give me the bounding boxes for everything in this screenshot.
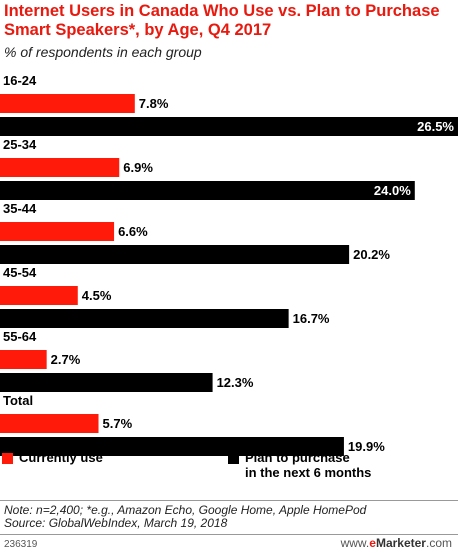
value-label-current-55-64: 2.7% bbox=[51, 352, 81, 367]
bar-plan-25-34 bbox=[0, 181, 415, 200]
value-label-plan-16-24: 26.5% bbox=[417, 119, 454, 134]
brand-com: .com bbox=[425, 536, 452, 550]
bar-plan-total bbox=[0, 437, 344, 456]
chart-title: Internet Users in Canada Who Use vs. Pla… bbox=[4, 2, 440, 39]
value-label-current-25-34: 6.9% bbox=[123, 160, 153, 175]
value-label-current-35-44: 6.6% bbox=[118, 224, 148, 239]
bar-plan-16-24 bbox=[0, 117, 458, 136]
value-label-current-16-24: 7.8% bbox=[139, 96, 169, 111]
legend-swatch-plan bbox=[228, 453, 239, 464]
legend-item-plan: Plan to purchase in the next 6 months bbox=[228, 450, 371, 480]
bar-plan-45-54 bbox=[0, 309, 289, 328]
legend-item-current: Currently use bbox=[2, 450, 103, 465]
category-label-total: Total bbox=[3, 393, 33, 408]
value-label-plan-55-64: 12.3% bbox=[217, 375, 254, 390]
category-label-16-24: 16-24 bbox=[3, 73, 37, 88]
category-label-35-44: 35-44 bbox=[3, 201, 37, 216]
category-label-25-34: 25-34 bbox=[3, 137, 37, 152]
category-label-55-64: 55-64 bbox=[3, 329, 37, 344]
legend-label-current: Currently use bbox=[19, 450, 103, 465]
bar-plan-55-64 bbox=[0, 373, 213, 392]
bar-current-35-44 bbox=[0, 222, 115, 241]
bar-plan-35-44 bbox=[0, 245, 350, 264]
source-text: Source: GlobalWebIndex, March 19, 2018 bbox=[4, 516, 228, 530]
chart-subtitle: % of respondents in each group bbox=[4, 44, 202, 60]
brand-marketer: Marketer bbox=[375, 536, 426, 550]
bar-current-45-54 bbox=[0, 286, 78, 305]
value-label-current-total: 5.7% bbox=[103, 416, 133, 431]
chart-id: 236319 bbox=[4, 539, 38, 550]
value-label-plan-25-34: 24.0% bbox=[374, 183, 411, 198]
legend-swatch-current bbox=[2, 453, 13, 464]
value-label-current-45-54: 4.5% bbox=[82, 288, 112, 303]
value-label-plan-total: 19.9% bbox=[348, 439, 385, 454]
bar-current-total bbox=[0, 414, 99, 433]
divider-bottom bbox=[0, 534, 458, 535]
brand-www: www. bbox=[340, 536, 370, 550]
category-label-45-54: 45-54 bbox=[3, 265, 37, 280]
bar-current-55-64 bbox=[0, 350, 47, 369]
value-label-plan-45-54: 16.7% bbox=[293, 311, 330, 326]
brand-logo[interactable]: www.eMarketer.com bbox=[341, 536, 452, 550]
brand-e: e bbox=[369, 536, 376, 550]
legend-label-plan: Plan to purchase in the next 6 months bbox=[245, 450, 372, 480]
bar-current-25-34 bbox=[0, 158, 120, 177]
note-text: Note: n=2,400; *e.g., Amazon Echo, Googl… bbox=[4, 503, 367, 517]
bar-chart: 16-24 7.8% 26.5% 25-34 6.9% 24.0% 35-44 6.6% 20.… bbox=[0, 73, 458, 456]
divider-top bbox=[0, 500, 458, 501]
notes: Note: n=2,400; *e.g., Amazon Echo, Googl… bbox=[4, 504, 456, 530]
bar-current-16-24 bbox=[0, 94, 135, 113]
value-label-plan-35-44: 20.2% bbox=[353, 247, 390, 262]
